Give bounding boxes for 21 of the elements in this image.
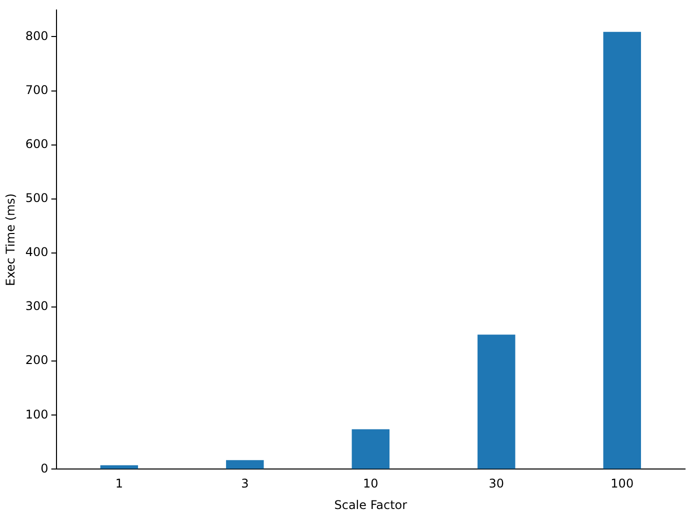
x-tick-label: 3 bbox=[241, 476, 249, 491]
y-tick-label: 700 bbox=[25, 82, 48, 97]
x-tick-label: 100 bbox=[610, 476, 634, 491]
x-tick-label: 1 bbox=[115, 476, 123, 491]
y-tick-label: 600 bbox=[25, 136, 48, 151]
bar bbox=[478, 334, 516, 469]
y-tick-label: 0 bbox=[40, 461, 48, 476]
x-tick-label: 10 bbox=[363, 476, 378, 491]
x-tick-label: 30 bbox=[488, 476, 504, 491]
y-axis-title: Exec Time (ms) bbox=[3, 193, 18, 286]
y-tick-label: 100 bbox=[25, 407, 48, 422]
bar bbox=[603, 32, 641, 469]
y-tick-label: 300 bbox=[25, 299, 48, 314]
bar bbox=[352, 429, 390, 469]
bar bbox=[100, 465, 138, 469]
y-tick-label: 800 bbox=[25, 28, 48, 43]
bar bbox=[226, 460, 264, 469]
y-tick-label: 200 bbox=[25, 353, 48, 368]
y-tick-label: 500 bbox=[25, 191, 48, 206]
y-tick-label: 400 bbox=[25, 245, 48, 260]
x-axis-title: Scale Factor bbox=[334, 498, 408, 512]
